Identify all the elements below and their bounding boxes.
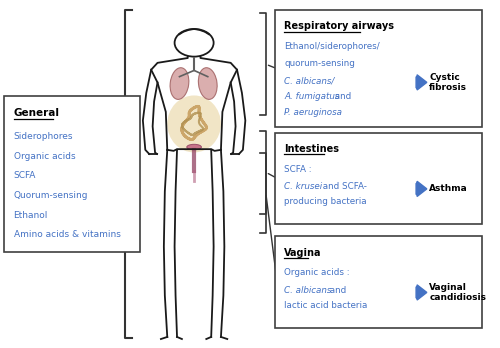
Text: C. albicans: C. albicans xyxy=(284,285,332,294)
Text: quorum-sensing: quorum-sensing xyxy=(284,60,355,69)
Text: Organic acids: Organic acids xyxy=(14,152,75,160)
FancyBboxPatch shape xyxy=(4,96,140,252)
Text: Organic acids :: Organic acids : xyxy=(284,268,350,277)
Text: Respiratory airways: Respiratory airways xyxy=(284,22,395,31)
Text: Quorum-sensing: Quorum-sensing xyxy=(14,191,88,200)
Text: SCFA :: SCFA : xyxy=(284,165,312,174)
Text: Ethanol/siderophores/: Ethanol/siderophores/ xyxy=(284,42,380,51)
Ellipse shape xyxy=(198,68,217,100)
Text: Cystic
fibrosis: Cystic fibrosis xyxy=(430,73,468,92)
Text: SCFA: SCFA xyxy=(14,171,36,180)
Text: and: and xyxy=(332,92,351,101)
Text: Siderophores: Siderophores xyxy=(14,132,73,141)
Polygon shape xyxy=(416,181,427,197)
Text: and: and xyxy=(328,285,346,294)
Text: General: General xyxy=(14,109,60,118)
Text: Ethanol: Ethanol xyxy=(14,211,48,220)
Text: Amino acids & vitamins: Amino acids & vitamins xyxy=(14,230,120,239)
FancyBboxPatch shape xyxy=(274,236,482,327)
Text: Vaginal
candidiosis: Vaginal candidiosis xyxy=(430,283,486,302)
Text: producing bacteria: producing bacteria xyxy=(284,197,367,206)
Text: P. aeruginosa: P. aeruginosa xyxy=(284,108,343,117)
Text: Vagina: Vagina xyxy=(284,247,322,258)
Text: A. fumigatus: A. fumigatus xyxy=(284,92,340,101)
FancyBboxPatch shape xyxy=(274,10,482,127)
Text: Intestines: Intestines xyxy=(284,144,340,154)
Polygon shape xyxy=(416,75,427,90)
Text: and SCFA-: and SCFA- xyxy=(320,182,368,191)
Text: C. albicans/: C. albicans/ xyxy=(284,77,335,86)
Ellipse shape xyxy=(170,68,189,100)
Ellipse shape xyxy=(187,144,202,150)
Polygon shape xyxy=(416,285,427,300)
Text: C. krusei: C. krusei xyxy=(284,182,323,191)
Text: lactic acid bacteria: lactic acid bacteria xyxy=(284,301,368,310)
FancyBboxPatch shape xyxy=(274,133,482,224)
Text: Asthma: Asthma xyxy=(430,184,468,193)
Ellipse shape xyxy=(168,95,221,152)
